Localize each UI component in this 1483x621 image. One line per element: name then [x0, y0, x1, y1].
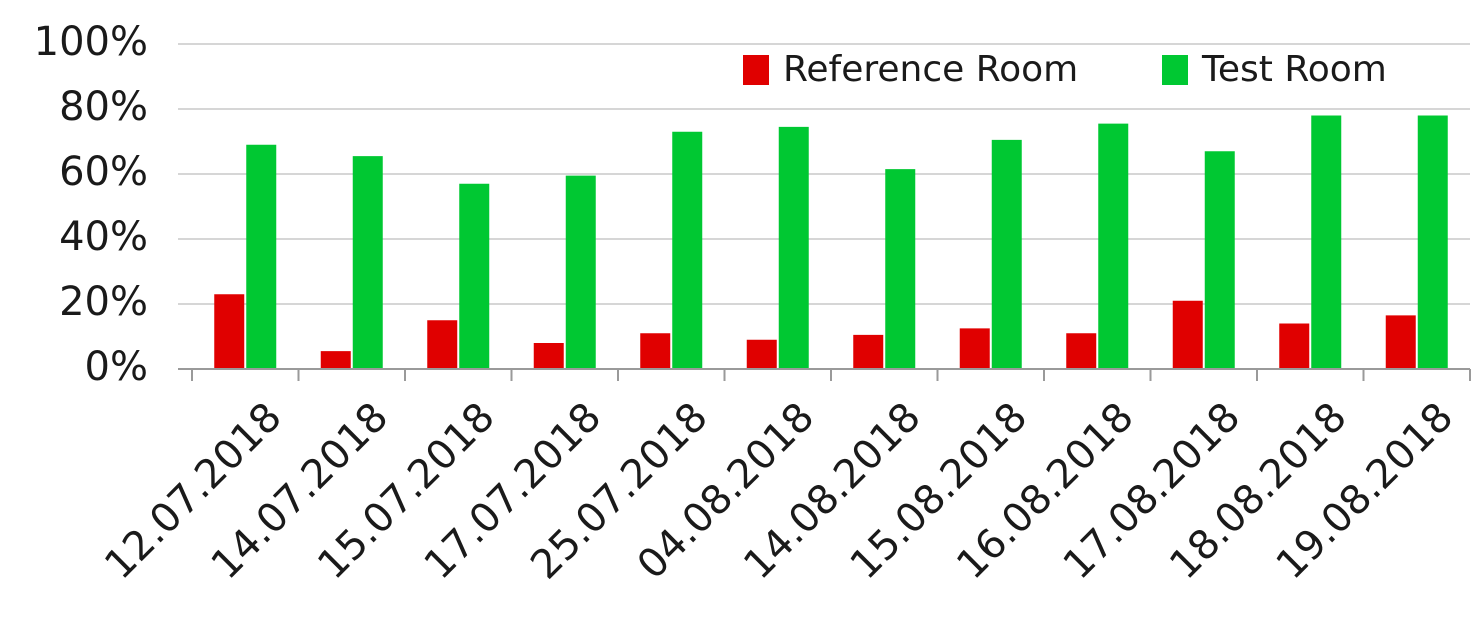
bar-test-room-14.07.2018 — [352, 156, 383, 369]
bar-reference-room-19.08.2018 — [1385, 315, 1416, 369]
legend-swatch-reference-room — [743, 55, 769, 85]
bar-test-room-18.08.2018 — [1311, 115, 1342, 369]
bar-reference-room-15.08.2018 — [959, 328, 990, 369]
y-tick-label: 80% — [59, 84, 148, 130]
bar-test-room-12.07.2018 — [246, 144, 277, 369]
bar-reference-room-18.08.2018 — [1279, 323, 1310, 369]
y-tick-label: 60% — [59, 149, 148, 195]
bar-reference-room-12.07.2018 — [214, 294, 245, 369]
x-axis-tick-labels: 12.07.201814.07.201815.07.201817.07.2018… — [96, 394, 1462, 588]
bar-reference-room-14.08.2018 — [853, 334, 884, 369]
y-tick-label: 40% — [59, 214, 148, 260]
y-tick-label: 20% — [59, 279, 148, 325]
bar-reference-room-25.07.2018 — [640, 333, 671, 369]
bar-test-room-14.08.2018 — [885, 169, 916, 369]
bar-reference-room-17.07.2018 — [533, 343, 564, 369]
legend-swatch-test-room — [1162, 55, 1188, 85]
x-axis — [178, 368, 1471, 381]
bar-test-room-04.08.2018 — [778, 126, 809, 369]
legend-label-test-room: Test Room — [1201, 49, 1387, 90]
y-tick-label: 0% — [85, 344, 148, 390]
bar-reference-room-15.07.2018 — [427, 320, 458, 369]
bar-test-room-25.07.2018 — [672, 131, 703, 369]
bar-test-room-17.07.2018 — [565, 175, 596, 369]
bar-test-room-17.08.2018 — [1204, 151, 1235, 369]
bar-reference-room-04.08.2018 — [746, 339, 777, 369]
bar-reference-room-16.08.2018 — [1066, 333, 1097, 369]
bar-reference-room-17.08.2018 — [1172, 300, 1203, 369]
gridlines — [178, 43, 1470, 305]
bar-reference-room-14.07.2018 — [320, 351, 351, 369]
bars — [214, 115, 1448, 369]
bar-test-room-15.08.2018 — [991, 139, 1022, 369]
legend: Reference Room Test Room — [743, 49, 1387, 90]
legend-label-reference-room: Reference Room — [783, 49, 1078, 90]
y-axis-tick-labels: 0% 20% 40% 60% 80% 100% — [34, 19, 148, 390]
bar-test-room-15.07.2018 — [459, 183, 490, 369]
y-tick-label: 100% — [34, 19, 148, 65]
bar-test-room-19.08.2018 — [1417, 115, 1448, 369]
bar-test-room-16.08.2018 — [1098, 123, 1129, 369]
